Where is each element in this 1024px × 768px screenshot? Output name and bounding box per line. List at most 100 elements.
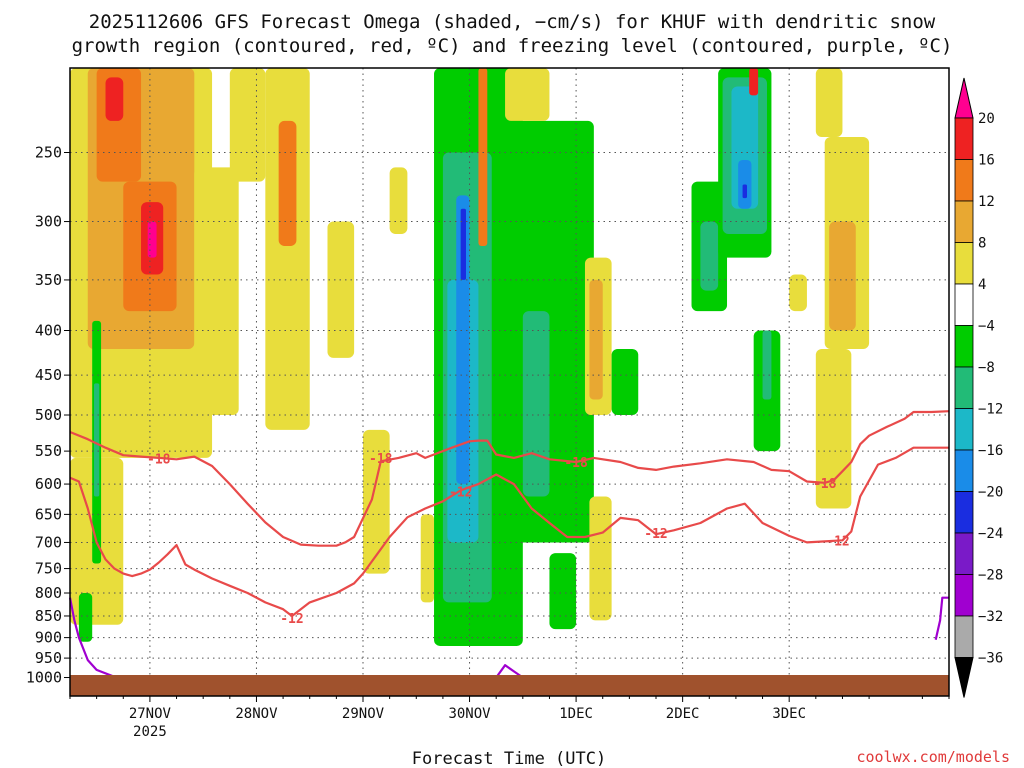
x-axis-label: Forecast Time (UTC) xyxy=(412,749,606,768)
y-tick-label: 600 xyxy=(35,475,62,493)
colorbar-swatch xyxy=(954,283,974,326)
omega-area xyxy=(194,167,239,416)
dgz-contour xyxy=(69,446,949,618)
omega-area xyxy=(742,184,748,199)
colorbar-label: 8 xyxy=(978,236,986,252)
colorbar-label: −12 xyxy=(978,402,1003,418)
y-tick-label: 900 xyxy=(35,629,62,647)
omega-area xyxy=(420,514,435,603)
colorbar-swatch xyxy=(954,615,974,658)
contour-label: -18 xyxy=(147,453,171,468)
colorbar-label: 16 xyxy=(978,153,995,169)
contour-label: -18 xyxy=(813,477,837,492)
contour-label: -12 xyxy=(449,486,472,501)
contour-label: -12 xyxy=(280,612,303,627)
omega-area xyxy=(478,68,488,246)
y-tick-label: 750 xyxy=(35,560,62,578)
omega-area xyxy=(327,221,355,358)
x-tick-label: 29NOV xyxy=(342,706,385,722)
contour-label: -18 xyxy=(369,452,393,467)
colorbar-label: −8 xyxy=(978,360,995,376)
y-tick-label: 650 xyxy=(35,505,62,523)
colorbar-swatch xyxy=(954,325,974,368)
colorbar-label: −20 xyxy=(978,485,1003,501)
colorbar: 20 16 12 8 4 −4 −8 −12 −16 −20 −24 −28 −32 −36 xyxy=(954,77,1003,698)
colorbar-label: 20 xyxy=(978,111,995,127)
plot-area: -18 -18 -18 -18 -12 -12 -12 -12 xyxy=(68,67,950,697)
colorbar-label: −16 xyxy=(978,443,1003,459)
omega-area xyxy=(700,221,719,291)
colorbar-swatch xyxy=(954,242,974,285)
colorbar-label: −36 xyxy=(978,651,1003,667)
omega-area xyxy=(829,221,856,331)
omega-area xyxy=(505,68,550,121)
y-tick-label: 450 xyxy=(35,366,62,384)
x-tick-label: 30NOV xyxy=(448,706,491,722)
chart-title-line2: growth region (contoured, red, ºC) and f… xyxy=(72,35,953,57)
x-axis: 27NOV 2025 28NOV 29NOV 30NOV 1DEC 2DEC 3DEC xyxy=(69,696,950,740)
colorbar-swatch xyxy=(954,532,974,575)
colorbar-swatch xyxy=(954,366,974,409)
omega-area xyxy=(78,593,93,642)
y-tick-label: 700 xyxy=(35,533,62,551)
colorbar-swatch xyxy=(954,449,974,492)
omega-area xyxy=(549,553,577,630)
colorbar-swatch xyxy=(954,408,974,451)
colorbar-swatch xyxy=(954,200,974,243)
y-tick-label: 950 xyxy=(35,649,62,667)
plot-border xyxy=(69,67,950,697)
dgz-contour xyxy=(69,410,950,547)
colorbar-label: −28 xyxy=(978,568,1003,584)
y-tick-label: 250 xyxy=(35,144,62,162)
colorbar-label: −32 xyxy=(978,609,1003,625)
omega-area xyxy=(505,120,594,543)
colorbar-swatch xyxy=(954,574,974,617)
x-tick-label: 27NOV xyxy=(129,706,172,722)
omega-area xyxy=(749,68,759,96)
y-tick-label: 550 xyxy=(35,442,62,460)
colorbar-cap-bottom xyxy=(954,657,974,698)
omega-area xyxy=(265,68,310,430)
omega-area xyxy=(762,330,772,400)
x-tick-label: 1DEC xyxy=(559,706,593,722)
omega-area xyxy=(389,167,408,234)
omega-area xyxy=(363,429,390,574)
omega-shading xyxy=(70,68,870,646)
omega-area xyxy=(147,221,157,258)
omega-area xyxy=(229,68,266,182)
omega-area xyxy=(738,160,752,209)
y-tick-label: 1000 xyxy=(26,669,62,687)
colorbar-label: −4 xyxy=(978,319,995,335)
contour-label: -12 xyxy=(644,527,667,542)
omega-area xyxy=(589,496,612,621)
omega-area xyxy=(589,279,603,400)
y-tick-label: 300 xyxy=(35,213,62,231)
omega-area xyxy=(789,274,807,312)
credit-text: coolwx.com/models xyxy=(856,748,1010,766)
omega-area xyxy=(815,68,843,138)
x-tick-sublabel: 2025 xyxy=(133,724,167,740)
omega-area xyxy=(278,120,297,246)
x-tick-label: 3DEC xyxy=(772,706,806,722)
omega-area xyxy=(815,348,852,509)
x-tick-label: 2DEC xyxy=(666,706,700,722)
y-tick-label: 400 xyxy=(35,322,62,340)
y-axis: 250 300 350 400 450 500 550 600 650 700 750 800 850 9… xyxy=(26,144,70,687)
chart-title-line1: 2025112606 GFS Forecast Omega (shaded, −… xyxy=(89,11,936,33)
y-tick-label: 500 xyxy=(35,406,62,424)
omega-area xyxy=(93,383,100,497)
omega-area xyxy=(105,77,124,121)
contour-label: -12 xyxy=(826,534,849,549)
omega-area xyxy=(456,195,470,485)
y-tick-label: 850 xyxy=(35,607,62,625)
omega-area xyxy=(611,348,639,416)
colorbar-cap-top xyxy=(954,77,974,119)
omega-area xyxy=(522,311,550,497)
colorbar-swatch xyxy=(954,491,974,534)
colorbar-label: −24 xyxy=(978,526,1003,542)
colorbar-label: 4 xyxy=(978,277,986,293)
omega-area xyxy=(460,208,466,280)
colorbar-swatch xyxy=(954,117,974,160)
contour-label: -18 xyxy=(564,456,588,471)
